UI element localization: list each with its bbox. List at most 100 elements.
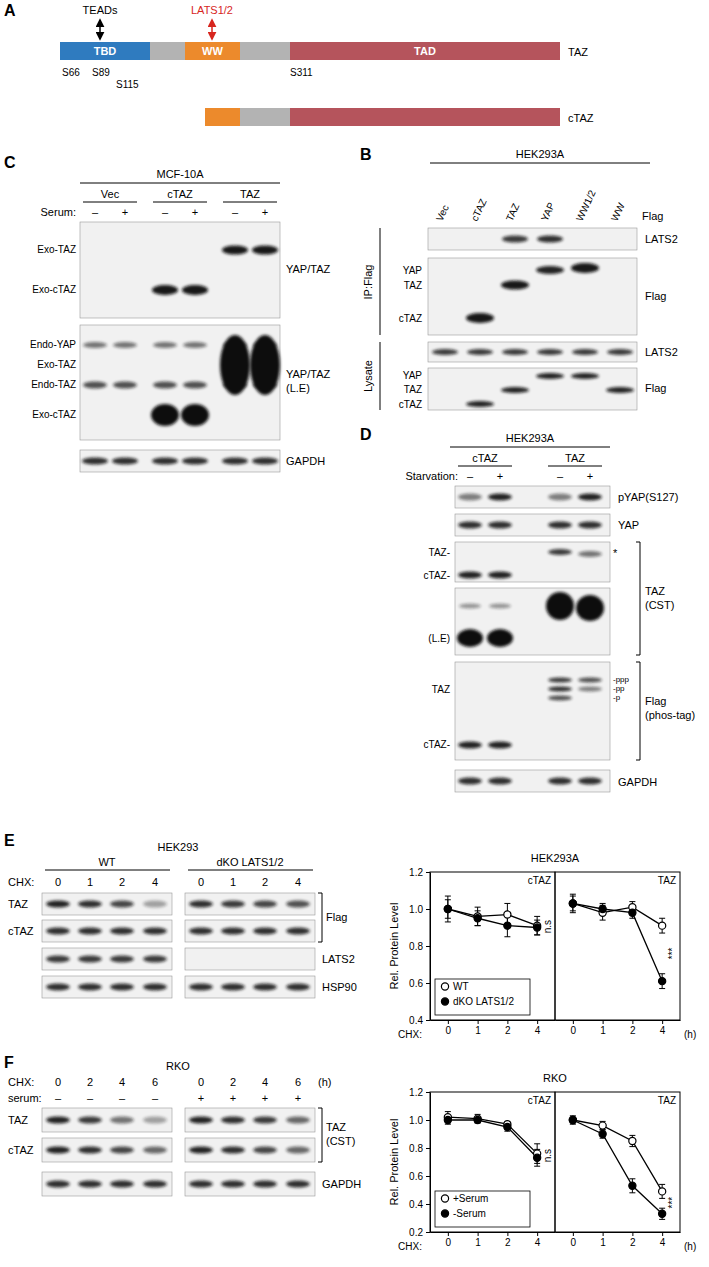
band (548, 678, 572, 683)
domain-box (150, 42, 185, 60)
state-label: – (232, 206, 239, 218)
panel-title: TAZ (658, 875, 676, 886)
legend-marker (441, 983, 448, 990)
treatment-label: Serum: (41, 206, 76, 218)
x-axis-line (556, 1232, 681, 1233)
band (286, 1181, 310, 1188)
panel-title: cTAZ (528, 1095, 551, 1106)
blot-label: GAPDH (322, 1178, 361, 1190)
time-label: 1 (87, 876, 93, 888)
domain-box (240, 108, 290, 126)
band-label: TAZ (404, 384, 422, 395)
blot-label: Flag (645, 290, 666, 302)
panel-label: F (4, 1054, 14, 1071)
blot (455, 770, 610, 792)
group-label: Lysate (362, 360, 374, 392)
x-tick-mark (632, 1232, 633, 1236)
mark-label: -ppp (613, 675, 630, 684)
band (46, 1117, 70, 1124)
plot-area (569, 894, 665, 988)
band (487, 629, 513, 647)
band (466, 313, 494, 323)
band-label: Exo-cTAZ (32, 284, 76, 295)
error-bar (475, 911, 481, 926)
lane-label: YAP (539, 200, 557, 222)
series-line (448, 909, 537, 926)
x-axis: 0124 (431, 1232, 556, 1248)
band (286, 1147, 310, 1154)
condition-label: cTAZ (167, 188, 193, 200)
band (78, 984, 102, 991)
state-label: – (55, 1092, 62, 1104)
y-axis-line (430, 1093, 431, 1233)
blot (42, 976, 172, 998)
state-label: – (162, 206, 169, 218)
blot (80, 325, 280, 440)
binder-label: TEADs (83, 4, 118, 16)
band (253, 1147, 277, 1154)
x-tick: 2 (630, 1232, 636, 1248)
y-tick: 0.8 (409, 1143, 430, 1154)
error-bar (570, 1116, 576, 1124)
time-label: 6 (295, 1076, 301, 1088)
x-tick: 1 (600, 1232, 606, 1248)
blot-label: GAPDH (286, 455, 325, 467)
bracket-label: Flag (326, 911, 347, 923)
data-point (474, 1116, 481, 1123)
series-line (573, 1120, 662, 1214)
domain-box (185, 42, 240, 60)
time-label: 0 (198, 876, 204, 888)
plot-area (444, 896, 540, 937)
data-point (629, 1182, 636, 1189)
annotation: *** (667, 947, 678, 959)
rule (80, 183, 280, 184)
band (182, 285, 208, 295)
band (110, 1117, 134, 1124)
band (252, 458, 278, 465)
band (536, 266, 564, 274)
band (152, 285, 178, 295)
band (113, 382, 137, 389)
data-point (569, 900, 576, 907)
band (46, 928, 70, 935)
band (253, 1181, 277, 1188)
band (189, 984, 213, 991)
band (220, 335, 250, 395)
band (253, 1117, 277, 1124)
x-tick-mark (507, 1020, 508, 1024)
bracket (636, 662, 640, 760)
condition-label: TAZ (240, 188, 260, 200)
band (502, 349, 528, 355)
band (578, 522, 602, 529)
y-tick-mark (426, 946, 430, 947)
time-label: 2 (119, 876, 125, 888)
blot (42, 1138, 172, 1162)
x-tick-label: 1 (475, 1237, 481, 1248)
state-label: – (152, 1092, 159, 1104)
band (46, 984, 70, 991)
band (578, 687, 602, 692)
y-tick: 1.0 (409, 1115, 430, 1126)
x-tick: 0 (446, 1232, 452, 1248)
plot-frame (555, 872, 680, 1020)
x-axis-unit: (h) (684, 1029, 696, 1040)
band (110, 956, 134, 963)
chart: 0.20.40.60.81.01.20124 (409, 1087, 555, 1248)
data-point (569, 900, 576, 907)
time-label: 4 (262, 1076, 268, 1088)
blot-label: Flag (645, 382, 666, 394)
cell-line: HEK293 (158, 841, 199, 853)
state-label: – (87, 1092, 94, 1104)
blot (185, 1172, 315, 1196)
lane-label: cTAZ (469, 197, 489, 223)
band-label: cTAZ (399, 313, 422, 324)
chart: 0124 (555, 872, 681, 1036)
y-tick-label: 0.2 (409, 1227, 423, 1238)
rule (188, 870, 313, 871)
band (607, 349, 633, 355)
data-point (659, 1210, 666, 1217)
band (458, 742, 482, 749)
x-axis-line (431, 1232, 556, 1233)
legend-box (435, 979, 530, 1015)
band (181, 404, 209, 426)
